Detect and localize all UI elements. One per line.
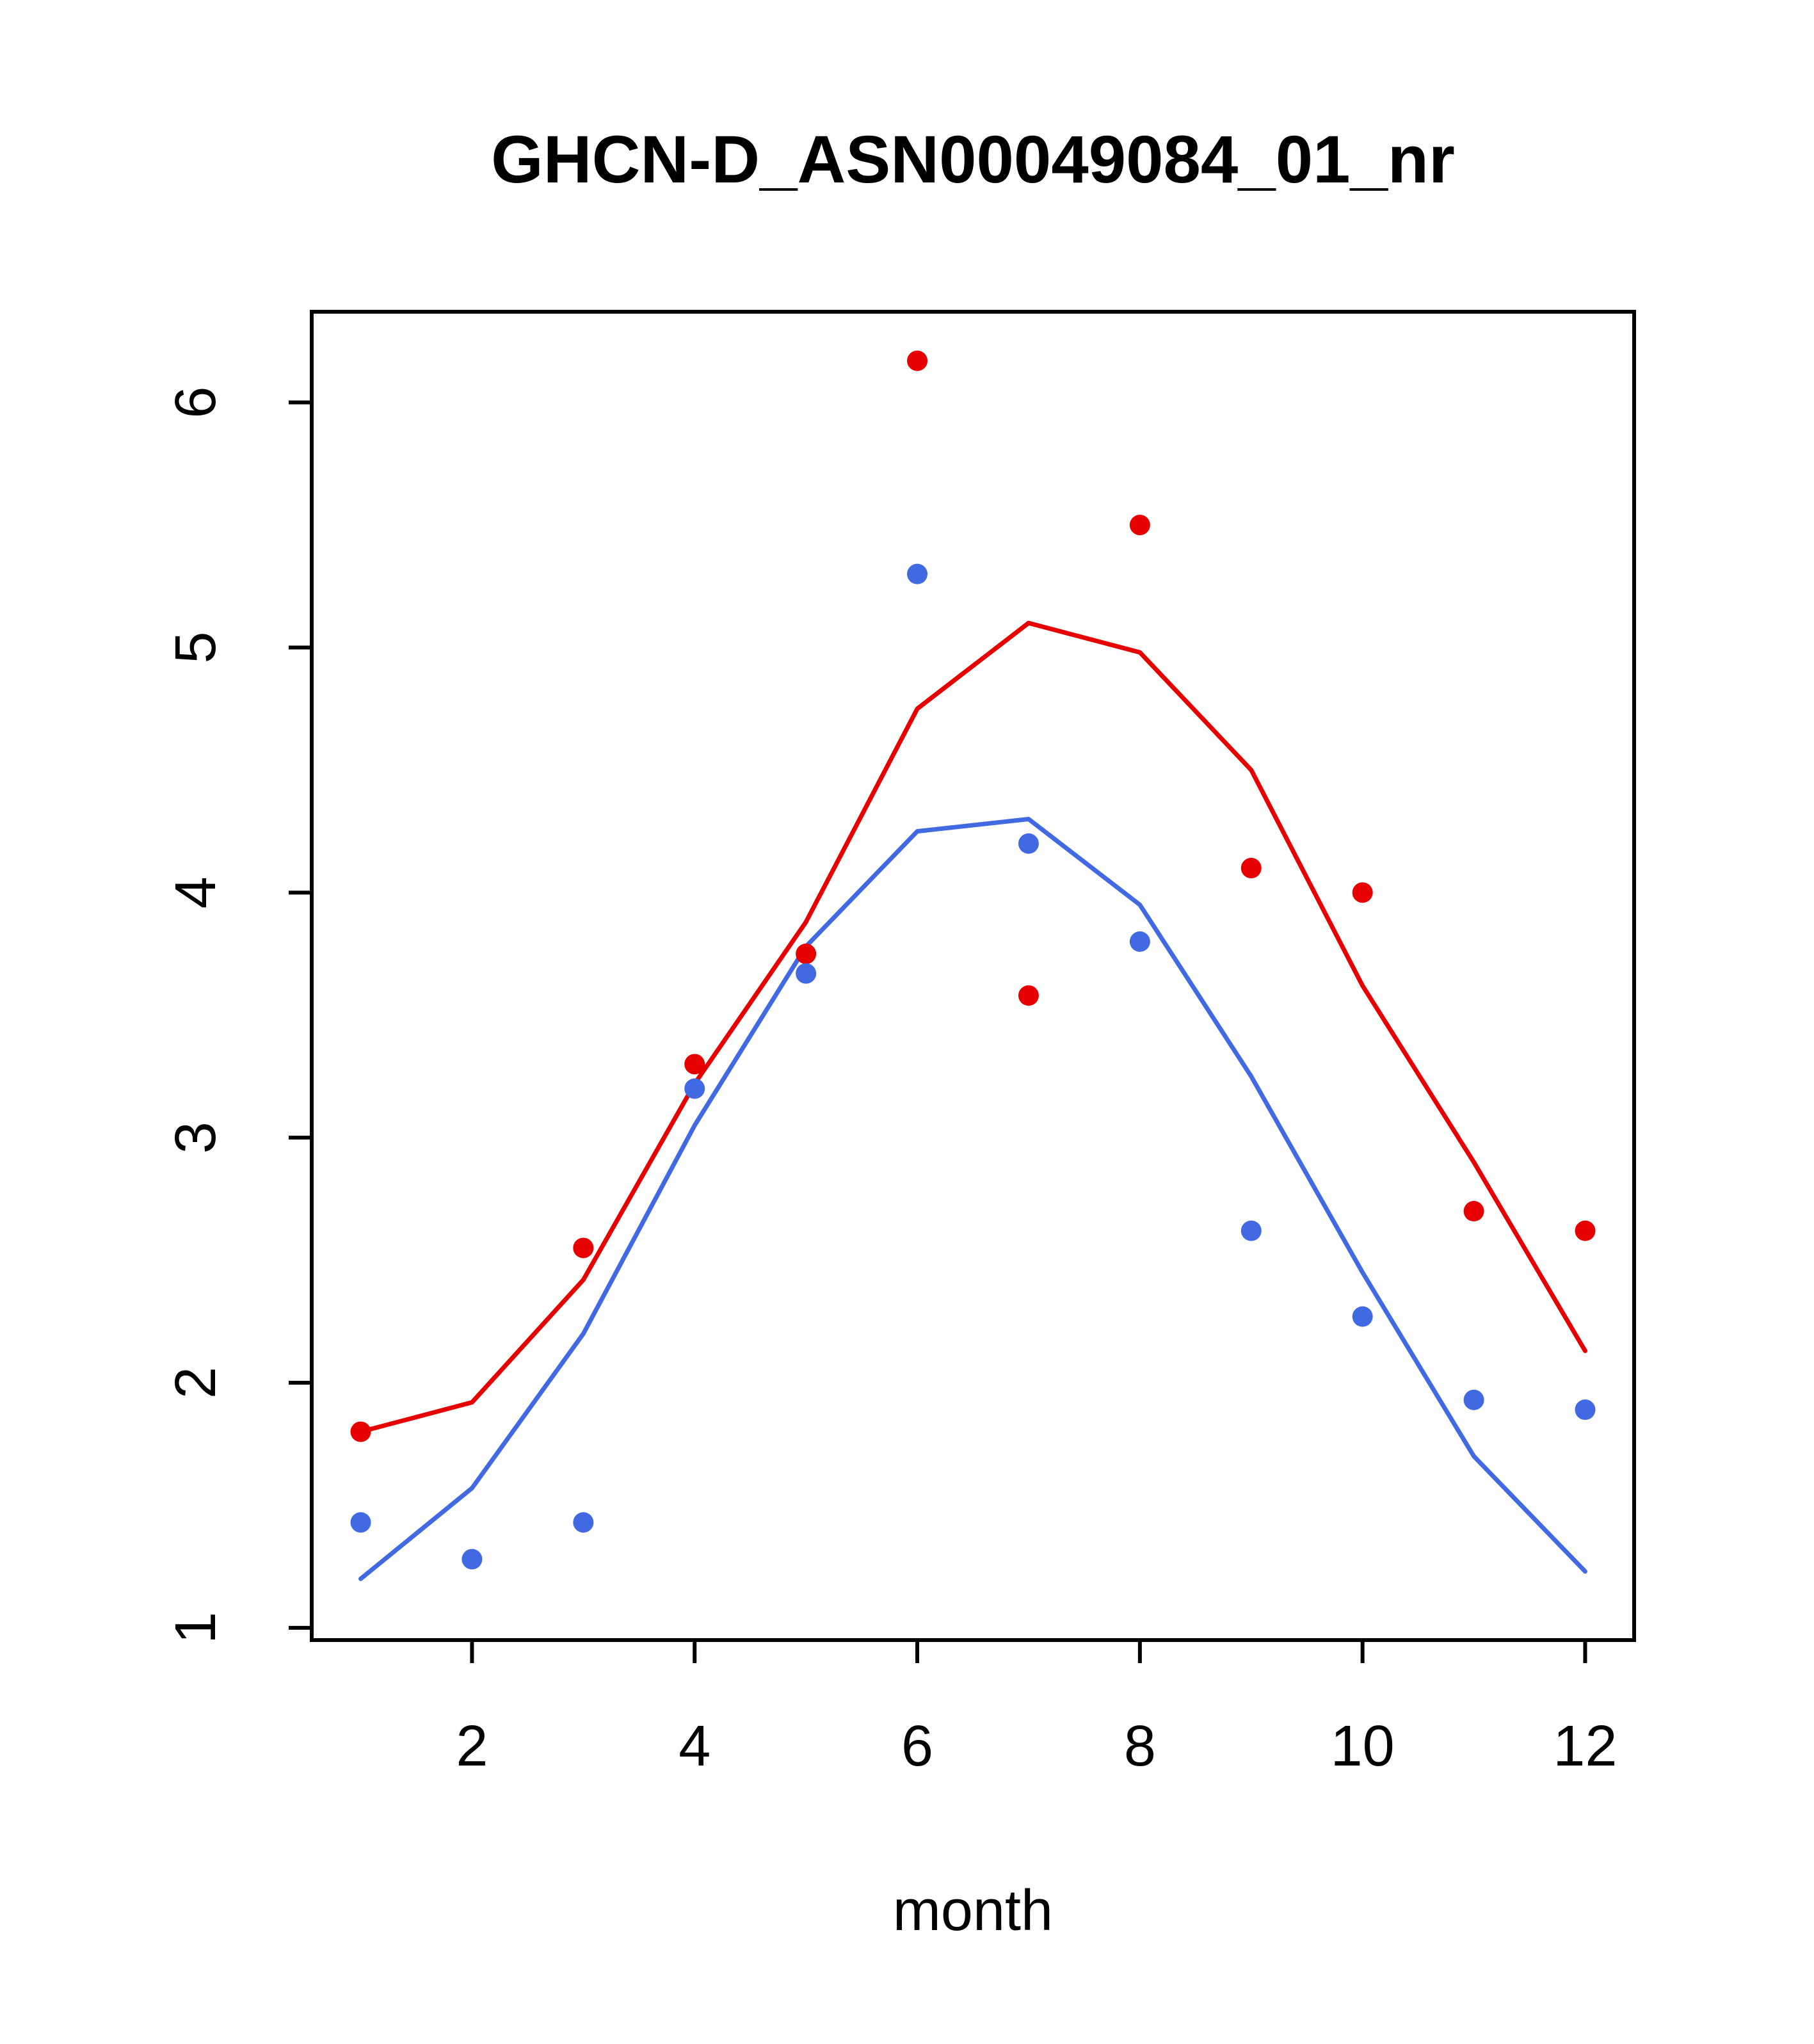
y-tick-label: 6 (164, 387, 228, 419)
blue-points-marker (573, 1512, 594, 1533)
red-points-marker (1240, 858, 1262, 879)
x-tick-label: 4 (678, 1714, 710, 1778)
blue-points-marker (796, 963, 817, 984)
red-points-marker (1352, 882, 1373, 903)
red-line (358, 620, 1587, 1435)
red-points-marker (1463, 1201, 1484, 1222)
y-tick-label: 1 (164, 1612, 228, 1644)
red-points-marker (350, 1421, 371, 1442)
blue-points-marker (1018, 833, 1039, 854)
x-axis-label: month (893, 1879, 1053, 1943)
blue-points-marker (462, 1549, 483, 1570)
blue-points-marker (1463, 1389, 1484, 1410)
y-tick-label: 2 (164, 1367, 228, 1399)
red-points-marker (907, 350, 928, 371)
x-tick-label: 10 (1331, 1714, 1395, 1778)
x-tick-label: 6 (901, 1714, 933, 1778)
y-tick-label: 5 (164, 631, 228, 663)
x-tick-label: 2 (456, 1714, 488, 1778)
blue-points-marker (684, 1078, 705, 1099)
y-tick-label: 3 (164, 1122, 228, 1154)
blue-points-marker (1575, 1399, 1596, 1420)
blue-points-marker (1240, 1220, 1262, 1241)
red-points-marker (1129, 515, 1150, 536)
chart-title: GHCN-D_ASN00049084_01_nr (491, 122, 1455, 197)
blue-points-marker (907, 563, 928, 584)
red-points-marker (796, 944, 817, 965)
red-points-marker (573, 1237, 594, 1259)
blue-points-marker (1352, 1306, 1373, 1327)
x-tick-label: 12 (1553, 1714, 1617, 1778)
y-tick-label: 4 (164, 876, 228, 908)
blue-line (358, 816, 1587, 1581)
plot-box (310, 310, 1636, 1642)
red-points-marker (684, 1054, 705, 1075)
blue-points-marker (1129, 931, 1150, 952)
blue-points-marker (350, 1512, 371, 1533)
x-tick-label: 8 (1124, 1714, 1156, 1778)
red-points-marker (1018, 985, 1039, 1006)
red-points-marker (1575, 1220, 1596, 1241)
